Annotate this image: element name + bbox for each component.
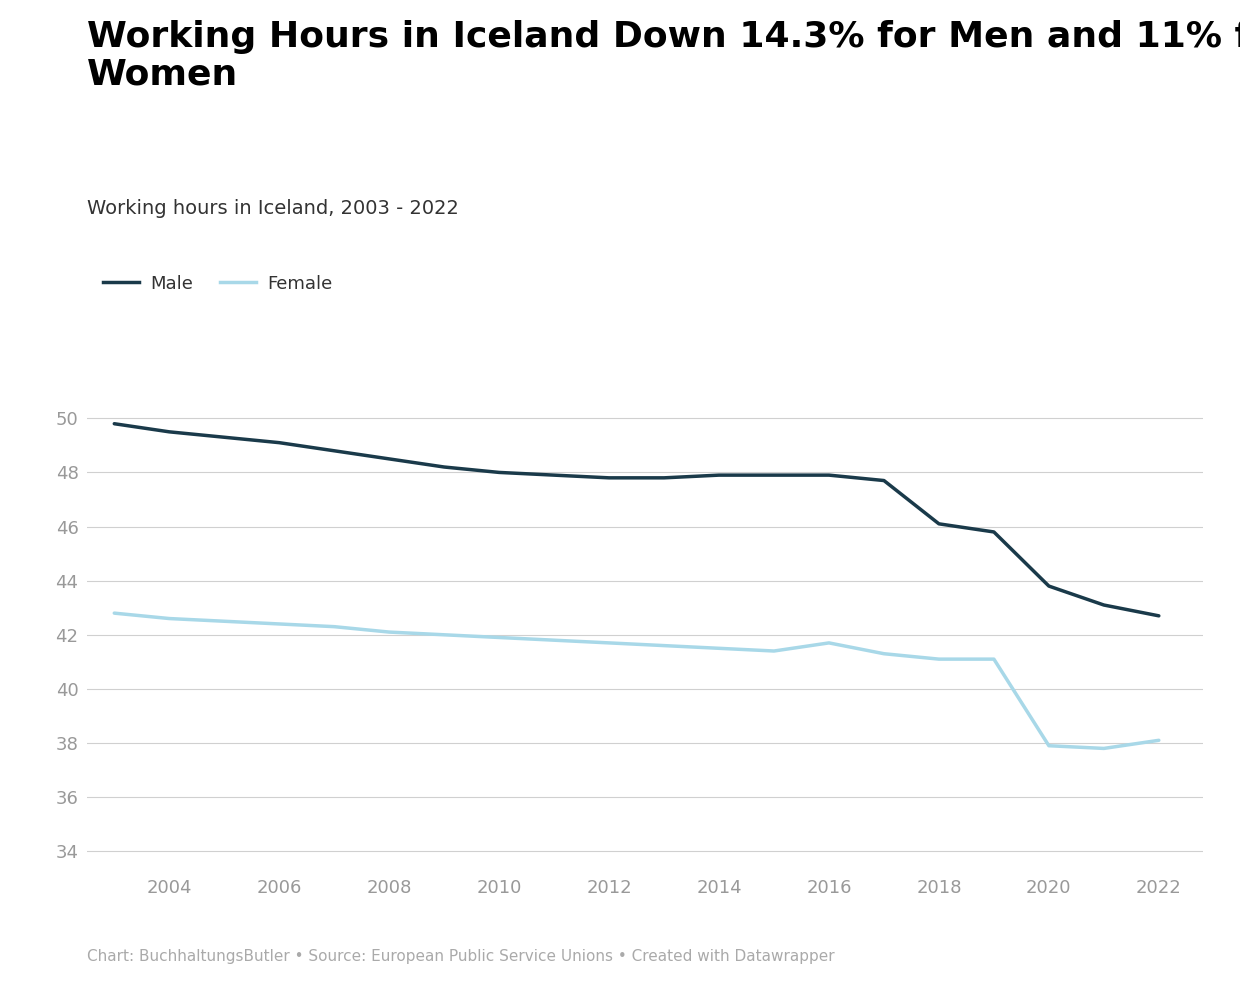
Legend: Male, Female: Male, Female bbox=[95, 267, 340, 300]
Text: Working Hours in Iceland Down 14.3% for Men and 11% for
Women: Working Hours in Iceland Down 14.3% for … bbox=[87, 20, 1240, 91]
Text: Working hours in Iceland, 2003 - 2022: Working hours in Iceland, 2003 - 2022 bbox=[87, 199, 459, 218]
Text: Chart: BuchhaltungsButler • Source: European Public Service Unions • Created wit: Chart: BuchhaltungsButler • Source: Euro… bbox=[87, 949, 835, 964]
